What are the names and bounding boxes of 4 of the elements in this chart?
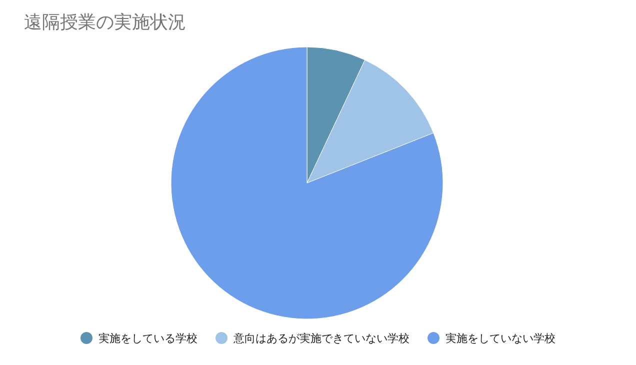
legend-label: 実施をしている学校: [98, 332, 198, 345]
chart-title: 遠隔授業の実施状況: [24, 12, 186, 33]
legend-label: 意向はあるが実施できていない学校: [232, 332, 410, 345]
legend-label: 実施をしていない学校: [446, 332, 556, 345]
